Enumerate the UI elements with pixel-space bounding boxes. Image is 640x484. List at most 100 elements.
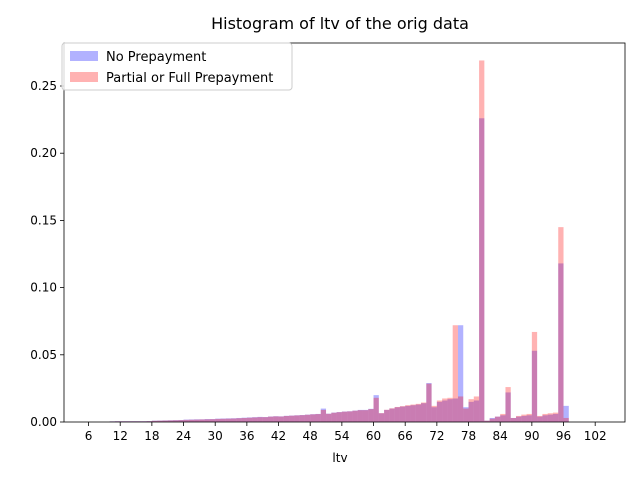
histogram-bar-no-prepayment bbox=[310, 414, 316, 422]
histogram-bar-no-prepayment bbox=[241, 417, 247, 422]
x-tick-label: 84 bbox=[493, 429, 508, 443]
y-tick-label: 0.20 bbox=[30, 146, 57, 160]
histogram-bar-no-prepayment bbox=[389, 408, 395, 422]
histogram-bar-prepayment bbox=[172, 420, 179, 422]
histogram-bar-no-prepayment bbox=[225, 418, 232, 422]
histogram-bar-no-prepayment bbox=[494, 416, 501, 422]
histogram-bar-prepayment bbox=[257, 417, 263, 422]
histogram-bar-no-prepayment bbox=[399, 406, 406, 422]
x-tick-label: 24 bbox=[176, 429, 191, 443]
x-tick-label: 54 bbox=[334, 429, 349, 443]
histogram-bar-prepayment bbox=[468, 399, 474, 422]
histogram-bar-no-prepayment bbox=[384, 409, 390, 422]
histogram-bar-no-prepayment bbox=[320, 408, 327, 422]
histogram-bar-prepayment bbox=[473, 396, 480, 422]
histogram-bar-no-prepayment bbox=[252, 417, 258, 422]
histogram-bar-prepayment bbox=[278, 416, 284, 422]
histogram-bar-no-prepayment bbox=[336, 412, 342, 422]
histogram-bar-prepayment bbox=[389, 408, 395, 422]
histogram-bar-prepayment bbox=[215, 418, 221, 422]
histogram-bar-prepayment bbox=[231, 418, 237, 422]
histogram-bar-prepayment bbox=[357, 410, 363, 422]
histogram-bar-no-prepayment bbox=[352, 410, 358, 422]
histogram-bar-no-prepayment bbox=[431, 407, 437, 422]
histogram-bar-no-prepayment bbox=[484, 420, 490, 422]
histogram-bar-prepayment bbox=[494, 416, 501, 422]
histogram-bar-no-prepayment bbox=[405, 405, 411, 422]
histogram-bar-no-prepayment bbox=[146, 421, 152, 422]
histogram-bar-no-prepayment bbox=[537, 416, 543, 422]
histogram-bar-no-prepayment bbox=[421, 403, 427, 422]
histogram-bar-prepayment bbox=[436, 400, 443, 422]
histogram-bar-prepayment bbox=[479, 60, 485, 422]
histogram-bar-no-prepayment bbox=[273, 416, 279, 422]
histogram-bar-no-prepayment bbox=[215, 418, 221, 422]
histogram-bar-prepayment bbox=[500, 413, 506, 422]
histogram-bar-prepayment bbox=[558, 227, 564, 422]
histogram-bar-prepayment bbox=[289, 415, 295, 422]
histogram-bar-prepayment bbox=[531, 331, 538, 422]
histogram-bar-no-prepayment bbox=[347, 411, 353, 422]
histogram-bar-no-prepayment bbox=[489, 417, 495, 422]
histogram-bar-no-prepayment bbox=[368, 408, 374, 422]
histogram-bar-no-prepayment bbox=[415, 404, 422, 422]
histogram-bar-no-prepayment bbox=[447, 399, 453, 422]
histogram-bar-prepayment bbox=[505, 387, 511, 422]
x-tick-label: 96 bbox=[556, 429, 571, 443]
histogram-bar-prepayment bbox=[320, 409, 327, 422]
y-tick-label: 0.00 bbox=[30, 415, 57, 429]
histogram-bar-prepayment bbox=[431, 405, 437, 422]
x-axis-label: ltv bbox=[332, 451, 347, 465]
histogram-bar-no-prepayment bbox=[136, 421, 142, 422]
histogram-bar-no-prepayment bbox=[457, 325, 464, 422]
histogram-bar-prepayment bbox=[225, 418, 232, 422]
histogram-bar-no-prepayment bbox=[220, 418, 226, 422]
plot-frame bbox=[63, 42, 626, 423]
histogram-bar-no-prepayment bbox=[267, 416, 274, 422]
histogram-bar-no-prepayment bbox=[378, 413, 385, 422]
y-tick-label: 0.10 bbox=[30, 281, 57, 295]
y-tick-label: 0.05 bbox=[30, 348, 57, 362]
histogram-bar-prepayment bbox=[199, 419, 205, 422]
histogram-bar-prepayment bbox=[563, 417, 569, 422]
histogram-bar-prepayment bbox=[299, 415, 305, 422]
y-tick-label: 0.25 bbox=[30, 79, 57, 93]
x-tick-label: 12 bbox=[113, 429, 128, 443]
histogram-bar-prepayment bbox=[262, 417, 268, 422]
histogram-bar-no-prepayment bbox=[500, 415, 506, 422]
histogram-bar-no-prepayment bbox=[326, 413, 332, 422]
histogram-bar-prepayment bbox=[146, 421, 152, 422]
histogram-bar-prepayment bbox=[542, 413, 548, 422]
histogram-bar-no-prepayment bbox=[341, 411, 348, 422]
histogram-bar-no-prepayment bbox=[167, 420, 173, 422]
histogram-bar-prepayment bbox=[273, 416, 279, 422]
histogram-bar-no-prepayment bbox=[125, 421, 131, 422]
histogram-bar-no-prepayment bbox=[410, 405, 416, 422]
histogram-bar-no-prepayment bbox=[563, 405, 569, 422]
histogram-bar-prepayment bbox=[415, 403, 422, 422]
histogram-bar-no-prepayment bbox=[558, 263, 564, 422]
histogram-bar-prepayment bbox=[347, 411, 353, 422]
histogram-bar-prepayment bbox=[304, 414, 311, 422]
histogram-bar-no-prepayment bbox=[468, 401, 474, 422]
histogram-bar-prepayment bbox=[267, 416, 274, 422]
histogram-bar-no-prepayment bbox=[283, 415, 290, 422]
histogram-bar-prepayment bbox=[326, 413, 332, 422]
histogram-bar-prepayment bbox=[183, 419, 189, 422]
histogram-bar-no-prepayment bbox=[209, 419, 216, 422]
histogram-bar-prepayment bbox=[341, 411, 348, 422]
histogram-bar-no-prepayment bbox=[157, 420, 163, 422]
histogram-bar-no-prepayment bbox=[130, 421, 137, 422]
chart-title: Histogram of ltv of the orig data bbox=[211, 14, 469, 33]
histogram-bar-no-prepayment bbox=[141, 421, 147, 422]
histogram-bar-prepayment bbox=[410, 404, 416, 422]
histogram-bar-prepayment bbox=[151, 420, 158, 422]
histogram-bar-no-prepayment bbox=[294, 415, 300, 422]
histogram-bar-prepayment bbox=[162, 420, 168, 422]
histogram-bar-prepayment bbox=[220, 418, 226, 422]
histogram-bar-prepayment bbox=[378, 413, 385, 422]
histogram-bar-prepayment bbox=[362, 410, 369, 422]
histogram-bar-prepayment bbox=[489, 418, 495, 422]
legend-label: Partial or Full Prepayment bbox=[106, 71, 273, 86]
